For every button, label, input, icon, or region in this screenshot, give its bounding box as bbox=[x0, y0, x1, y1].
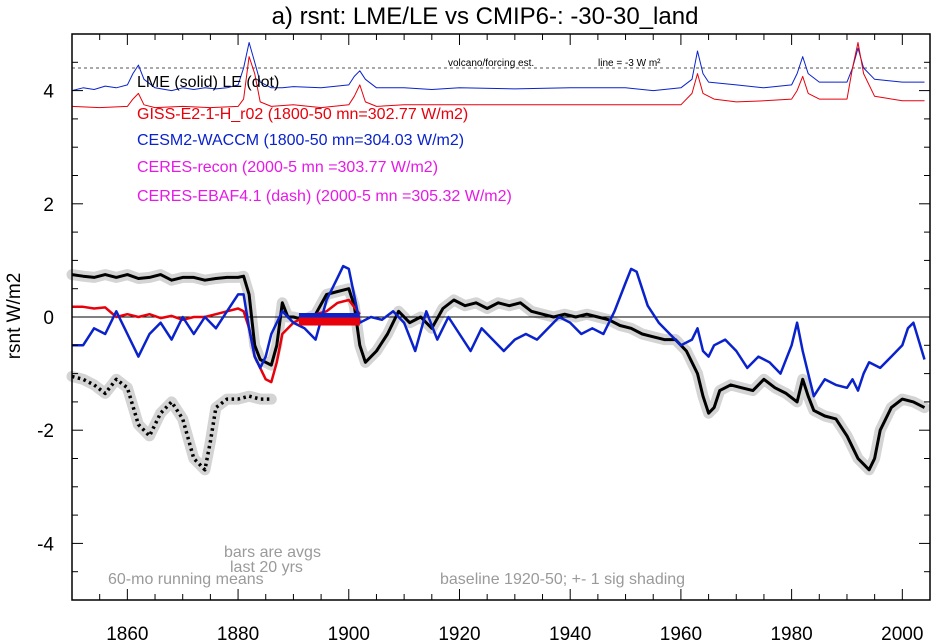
legend-entry-4: CERES-EBAF4.1 (dash) (2000-5 mn =305.32 … bbox=[137, 188, 512, 205]
legend-entry-0: LME (solid) LE (dot) bbox=[137, 74, 279, 91]
x-tick-label: 1880 bbox=[217, 624, 259, 641]
series-line-4 bbox=[71, 42, 925, 92]
y-tick-label: -2 bbox=[37, 421, 54, 442]
bars-note-1: bars are avgs bbox=[224, 544, 321, 561]
avg-bars bbox=[298, 313, 360, 326]
series-line-1 bbox=[71, 374, 272, 472]
volcano-label: volcano/forcing est. bbox=[448, 58, 534, 69]
avg-bar-0 bbox=[298, 313, 360, 321]
line-scale-label: line = -3 W m² bbox=[598, 58, 661, 69]
y-tick-label: 0 bbox=[43, 308, 54, 329]
y-tick-label: -4 bbox=[37, 534, 54, 555]
series-line-3 bbox=[72, 264, 926, 398]
x-tick-label: 1920 bbox=[438, 624, 480, 641]
series-line-0 bbox=[71, 273, 926, 472]
bars-note-2: last 20 yrs bbox=[230, 559, 303, 576]
x-tick-label: 1900 bbox=[328, 624, 370, 641]
legend: LME (solid) LE (dot) GISS-E2-1-H_r02 (180… bbox=[137, 74, 512, 205]
x-tick-label: 2000 bbox=[881, 624, 923, 641]
series-shade-1 bbox=[66, 370, 277, 476]
series-lines bbox=[71, 42, 926, 472]
series-line-5 bbox=[71, 42, 925, 109]
avg-bar-1 bbox=[298, 317, 360, 326]
y-tick-label: 2 bbox=[43, 195, 54, 216]
legend-entry-1: GISS-E2-1-H_r02 (1800-50 mn=302.77 W/m2) bbox=[137, 106, 468, 123]
y-tick-label: 4 bbox=[43, 82, 54, 103]
x-tick-label: 1960 bbox=[660, 624, 702, 641]
x-tick-label: 1860 bbox=[106, 624, 148, 641]
chart-title: a) rsnt: LME/LE vs CMIP6-: -30-30_land bbox=[272, 3, 699, 30]
baseline-note: baseline 1920-50; +- 1 sig shading bbox=[440, 571, 685, 588]
x-tick-label: 1980 bbox=[770, 624, 812, 641]
legend-entry-2: CESM2-WACCM (1800-50 mn=304.03 W/m2) bbox=[137, 132, 464, 149]
running-mean-note: 60-mo running means bbox=[108, 571, 264, 588]
legend-entry-3: CERES-recon (2000-5 mn =303.77 W/m2) bbox=[137, 159, 438, 176]
x-tick-label: 1940 bbox=[549, 624, 591, 641]
y-axis-label: rsnt W/m2 bbox=[4, 273, 25, 360]
axis-ticks: 1860 1880 1900 1920 1940 1960 1980 2000 4 2 0 -2 -4 bbox=[37, 33, 931, 641]
